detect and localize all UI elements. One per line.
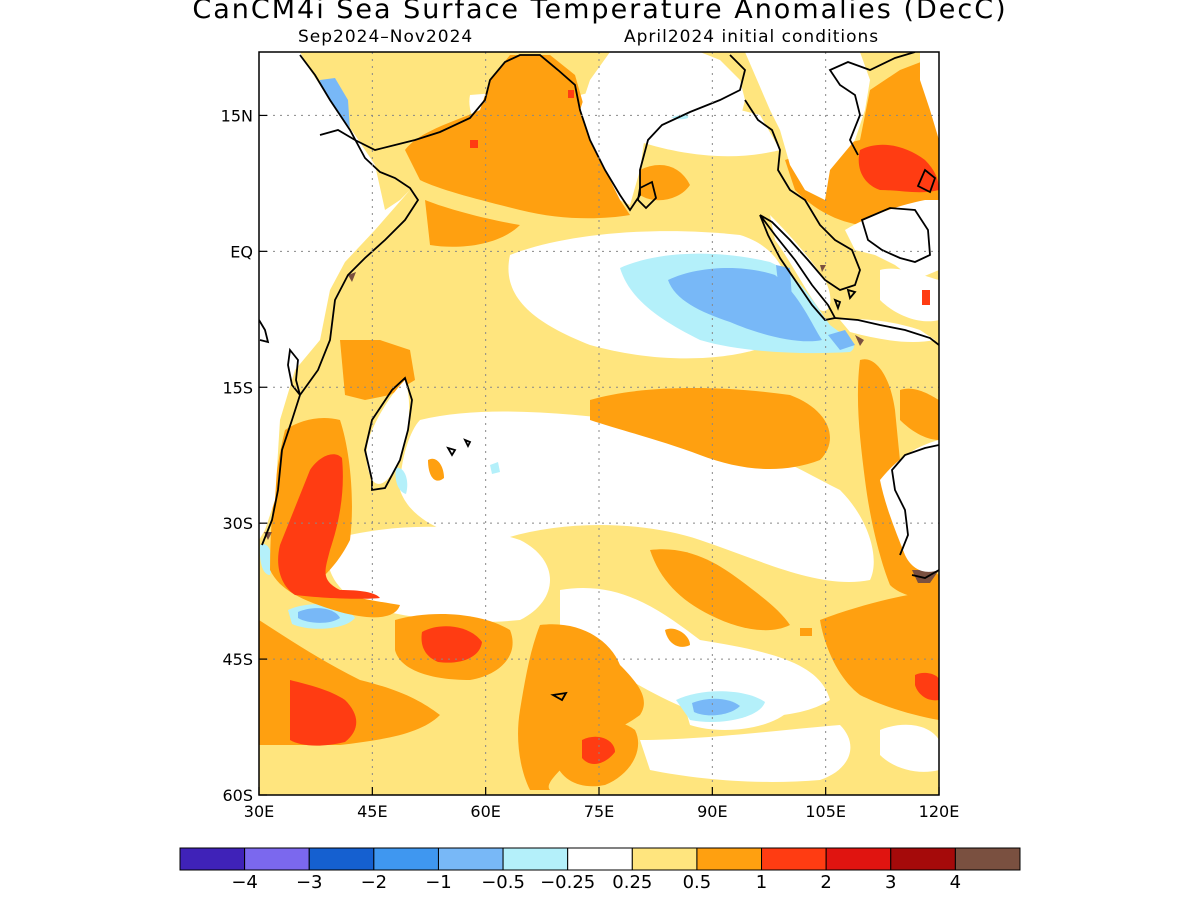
lon-tick-label: 120E — [919, 802, 960, 821]
colorbar-label: 3 — [885, 872, 896, 893]
land-masks — [259, 52, 939, 572]
colorbar-swatch — [437, 847, 504, 871]
colorbar-swatch — [179, 847, 246, 871]
colorbar-swatch — [696, 847, 763, 871]
lon-tick-label: 90E — [697, 802, 727, 821]
lat-tick-label: 15S — [222, 378, 253, 397]
strong-positive-regions — [278, 90, 939, 764]
colorbar-label: 4 — [950, 872, 961, 893]
longitude-axis: 30E 45E 60E 75E 90E 105E 120E — [244, 787, 960, 821]
lat-tick-label: 30S — [222, 514, 253, 533]
colorbar-label: −2 — [361, 872, 388, 893]
colorbar-swatch — [308, 847, 375, 871]
colorbar-label: −0.5 — [481, 872, 525, 893]
lat-tick-label: 45S — [222, 650, 253, 669]
colorbar: −4 −3 −2 −1 −0.5 −0.25 0.25 0.5 1 2 3 4 — [179, 847, 1021, 893]
lon-tick-label: 60E — [470, 802, 500, 821]
colorbar-label: −0.25 — [540, 872, 595, 893]
colorbar-swatch — [373, 847, 439, 871]
west-india-fringe — [570, 110, 620, 205]
lat-tick-label: EQ — [230, 242, 253, 261]
lon-tick-label: 45E — [357, 802, 387, 821]
colorbar-swatch — [825, 847, 892, 871]
colorbar-label: 1 — [756, 872, 767, 893]
colorbar-label: −4 — [231, 872, 258, 893]
lon-tick-label: 30E — [244, 802, 274, 821]
gridlines — [259, 52, 939, 795]
lat-tick-label: 15N — [221, 106, 253, 125]
colorbar-label: 0.5 — [683, 872, 712, 893]
colorbar-label: −1 — [425, 872, 452, 893]
lon-tick-label: 105E — [805, 802, 846, 821]
map-title: CanCM4i Sea Surface Temperature Anomalie… — [192, 0, 1008, 25]
colorbar-label: 0.25 — [612, 872, 652, 893]
forecast-period: Sep2024–Nov2024 — [298, 27, 474, 47]
lon-tick-label: 75E — [584, 802, 614, 821]
coastlines — [259, 52, 939, 702]
colorbar-swatch — [631, 847, 698, 871]
colorbar-swatch — [890, 847, 956, 871]
colorbar-swatch — [761, 847, 827, 871]
lat-tick-label: 60S — [222, 786, 253, 805]
colorbar-label: −3 — [296, 872, 323, 893]
colorbar-swatch — [567, 847, 633, 871]
initial-conditions: April2024 initial conditions — [624, 27, 880, 47]
latitude-axis: 15N EQ 15S 30S 45S 60S — [221, 106, 267, 805]
colorbar-swatch — [244, 847, 310, 871]
colorbar-label: 2 — [820, 872, 831, 893]
colorbar-swatch — [502, 847, 569, 871]
colorbar-swatch — [954, 847, 1021, 871]
